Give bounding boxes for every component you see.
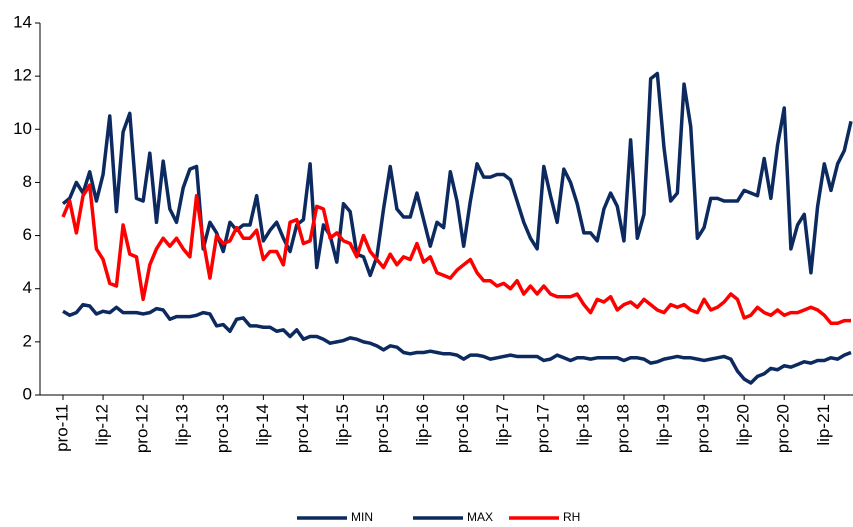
x-tick-label: lip-13 (173, 404, 192, 446)
y-tick-label: 8 (23, 172, 32, 191)
y-tick-label: 10 (13, 119, 32, 138)
y-tick-label: 2 (23, 331, 32, 350)
x-tick-label: pro-13 (213, 404, 232, 453)
x-tick-label: lip-20 (734, 404, 753, 446)
y-tick-label: 12 (13, 66, 32, 85)
y-tick-label: 14 (13, 12, 32, 31)
y-tick-label: 0 (23, 384, 32, 403)
x-tick-label: pro-19 (694, 404, 713, 453)
line-series (62, 302, 852, 385)
x-tick-label: lip-16 (413, 404, 432, 446)
legend-label: MIN (351, 510, 373, 524)
x-tick-label: lip-21 (814, 404, 833, 446)
x-tick-label: lip-15 (333, 404, 352, 446)
x-tick-label: lip-19 (654, 404, 673, 446)
legend-label: MAX (467, 510, 493, 524)
y-tick-label: 4 (23, 278, 32, 297)
x-tick-label: pro-16 (453, 404, 472, 453)
x-tick-label: lip-17 (493, 404, 512, 446)
line-series (61, 71, 853, 278)
y-tick-label: 6 (23, 225, 32, 244)
x-tick-label: pro-15 (373, 404, 392, 453)
legend-label: RH (563, 510, 580, 524)
x-tick-label: pro-18 (613, 404, 632, 453)
line-series (61, 183, 851, 326)
x-tick-label: pro-14 (293, 404, 312, 453)
x-tick-label: lip-14 (253, 404, 272, 446)
x-tick-label: pro-11 (52, 404, 71, 452)
x-tick-label: lip-12 (93, 404, 112, 446)
x-tick-label: lip-18 (573, 404, 592, 446)
x-tick-label: pro-17 (533, 404, 552, 453)
x-tick-label: pro-20 (774, 404, 793, 453)
x-tick-label: pro-12 (133, 404, 152, 453)
